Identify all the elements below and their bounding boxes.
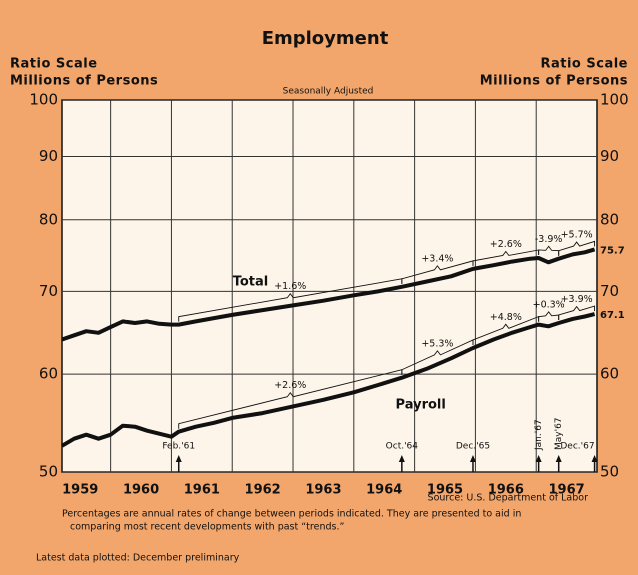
y2-axis-label: Millions of Persons — [480, 74, 628, 89]
series-label: Payroll — [396, 397, 446, 412]
end-value-label: 75.7 — [600, 245, 625, 256]
y2-tick-label: 100 — [600, 91, 629, 109]
marker-label: Feb.'61 — [162, 442, 195, 452]
rate-label: +1.6% — [274, 281, 306, 292]
y2-tick-label: 50 — [600, 463, 619, 481]
rate-label: +3.9% — [561, 294, 593, 305]
y2-tick-label: 90 — [600, 147, 619, 165]
series-label: Total — [233, 275, 269, 290]
footnote: Latest data plotted: December preliminar… — [36, 553, 240, 564]
rate-bracket — [558, 240, 596, 256]
y-tick-label: 90 — [39, 147, 58, 165]
rate-label: +2.6% — [274, 380, 306, 391]
rate-label: -3.9% — [535, 234, 563, 245]
marker-arrow-head — [555, 455, 562, 462]
chart-title: Employment — [262, 28, 389, 49]
marker-arrow-head — [398, 455, 405, 462]
plot-area — [61, 99, 598, 473]
y-tick-label: 80 — [39, 210, 58, 228]
x-tick-label: 1962 — [245, 483, 281, 498]
y-tick-label: 70 — [39, 282, 58, 300]
rate-label: +4.8% — [490, 312, 522, 323]
y-axis-label: Millions of Persons — [10, 74, 158, 89]
y-axis-label: Ratio Scale — [10, 57, 98, 72]
series-line — [61, 247, 596, 342]
rate-bracket — [558, 305, 596, 320]
subtitle: Seasonally Adjusted — [283, 87, 374, 97]
marker-label: May'67 — [554, 417, 564, 450]
y2-axis-label: Ratio Scale — [540, 57, 628, 72]
marker-arrow-head — [175, 455, 182, 462]
y2-tick-label: 60 — [600, 365, 619, 383]
marker-label: Jan.'67 — [534, 419, 544, 451]
marker-arrow-head — [469, 455, 476, 462]
x-tick-label: 1967 — [549, 483, 585, 498]
rate-label: +0.3% — [533, 299, 565, 310]
rate-label: +3.4% — [421, 253, 453, 264]
footnote: comparing most recent developments with … — [70, 522, 344, 533]
marker-arrow-head — [535, 455, 542, 462]
series-line — [60, 312, 596, 448]
x-tick-label: 1960 — [123, 483, 159, 498]
end-value-label: 67.1 — [600, 310, 625, 321]
y2-tick-label: 70 — [600, 282, 619, 300]
marker-label: Oct.'64 — [386, 442, 419, 452]
marker-arrow-head — [591, 455, 598, 462]
rate-label: +5.7% — [561, 230, 593, 241]
x-tick-label: 1963 — [305, 483, 341, 498]
x-tick-label: 1966 — [488, 483, 524, 498]
marker-label: Dec.'65 — [456, 442, 490, 452]
source: Source: U.S. Department of Labor — [428, 493, 589, 504]
footnote: Percentages are annual rates of change b… — [62, 509, 521, 520]
y-tick-label: 50 — [39, 463, 58, 481]
y-tick-label: 60 — [39, 365, 58, 383]
y2-tick-label: 80 — [600, 210, 619, 228]
marker-label: Dec.'67 — [560, 442, 594, 452]
y-tick-label: 100 — [29, 91, 58, 109]
x-tick-label: 1964 — [366, 483, 402, 498]
rate-label: +2.6% — [490, 239, 522, 250]
x-tick-label: 1959 — [62, 483, 98, 498]
x-tick-label: 1965 — [427, 483, 463, 498]
x-tick-label: 1961 — [184, 483, 220, 498]
rate-label: +5.3% — [421, 338, 453, 349]
